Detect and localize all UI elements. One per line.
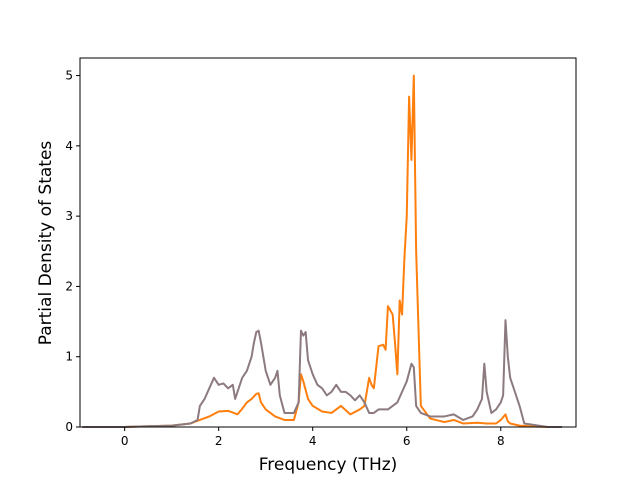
- series-layer: [82, 74, 562, 428]
- x-axis-label: Frequency (THz): [259, 455, 398, 475]
- x-tick-label: 8: [497, 434, 505, 448]
- y-axis: 0 1 2 3 4 5: [65, 69, 80, 434]
- x-tick-label: 0: [121, 434, 129, 448]
- x-tick-label: 6: [403, 434, 411, 448]
- x-axis: 0 2 4 6 8: [121, 427, 505, 448]
- y-tick-label: 4: [65, 139, 73, 153]
- y-tick-label: 5: [65, 69, 73, 83]
- series-line-2: [82, 319, 562, 428]
- y-tick-label: 3: [65, 209, 73, 223]
- plot-frame: [79, 57, 577, 428]
- y-tick-label: 1: [65, 350, 73, 364]
- x-tick-label: 2: [215, 434, 223, 448]
- y-axis-label: Partial Density of States: [36, 141, 56, 346]
- y-tick-label: 2: [65, 279, 73, 293]
- series-line-1: [82, 74, 562, 428]
- y-tick-label: 0: [65, 420, 73, 434]
- x-tick-label: 4: [309, 434, 317, 448]
